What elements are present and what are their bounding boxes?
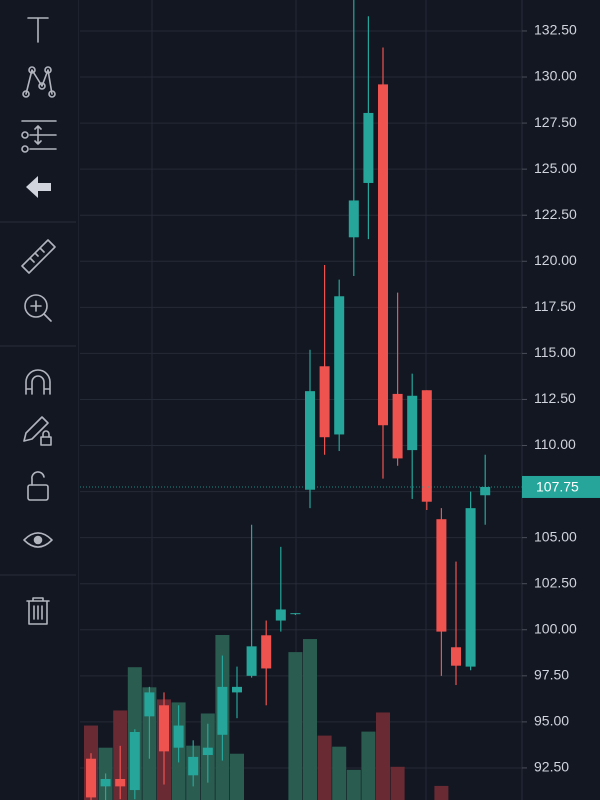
candle-body: [480, 486, 491, 496]
candle-body: [290, 613, 301, 615]
y-tick-label: 122.50: [534, 206, 577, 222]
candle-body: [465, 508, 476, 667]
y-tick-label: 127.50: [534, 114, 577, 130]
pattern-tool[interactable]: [22, 66, 56, 98]
volume-bar: [434, 785, 449, 800]
candle-body: [363, 112, 374, 183]
volume-bar: [332, 746, 347, 800]
visibility-tool[interactable]: [23, 532, 53, 548]
delete-tool[interactable]: [26, 597, 50, 625]
measure-levels-tool[interactable]: [21, 120, 57, 153]
volume-bar: [376, 712, 390, 800]
candle-body: [305, 391, 315, 490]
zoom-tool[interactable]: [24, 294, 52, 322]
volume-bar: [361, 731, 376, 800]
volume-bar: [230, 753, 244, 800]
candle-body: [348, 200, 359, 238]
candle-body: [421, 390, 432, 502]
y-tick-label: 120.00: [534, 252, 577, 268]
candle-body: [188, 756, 199, 776]
candle-body: [144, 692, 155, 717]
candle-body: [159, 705, 169, 752]
ruler-tool[interactable]: [21, 239, 56, 274]
last-price-label: 107.75: [536, 479, 579, 495]
y-tick-label: 115.00: [534, 344, 576, 360]
toolbar-background: [0, 0, 78, 800]
candle-body: [86, 758, 96, 798]
y-tick-label: 130.00: [534, 68, 577, 84]
candle-body: [100, 778, 111, 787]
candle-body: [202, 747, 213, 756]
magnet-tool[interactable]: [25, 369, 51, 395]
plot-area: [80, 0, 522, 800]
candle-body: [392, 393, 403, 459]
candle-body: [232, 686, 242, 693]
candle-body: [319, 366, 330, 438]
y-tick-label: 125.00: [534, 160, 577, 176]
volume-bar: [390, 766, 405, 800]
lock-drawings-tool[interactable]: [23, 416, 52, 446]
y-tick-label: 95.00: [534, 713, 569, 729]
candle-body: [217, 686, 228, 735]
candle-body: [378, 84, 388, 426]
text-tool[interactable]: [27, 17, 49, 43]
candle-body: [173, 725, 184, 748]
volume-bar: [317, 735, 332, 800]
drawing-toolbar: [0, 0, 78, 800]
candle-body: [275, 609, 286, 621]
candle-body: [334, 296, 345, 435]
back-tool[interactable]: [26, 176, 51, 198]
y-tick-label: 132.50: [534, 22, 577, 38]
candle-body: [451, 647, 461, 666]
y-tick-label: 100.00: [534, 620, 577, 636]
candle-body: [436, 519, 447, 632]
volume-bar: [303, 639, 317, 800]
last-price-badge: [522, 475, 600, 498]
volume-bar: [288, 652, 303, 800]
candle-body: [129, 732, 140, 791]
y-tick-label: 92.50: [534, 759, 569, 775]
candles: [86, 0, 491, 800]
candle-body: [115, 778, 126, 787]
y-tick-label: 102.50: [534, 574, 577, 590]
candle-body: [407, 395, 418, 451]
y-tick-label: 112.50: [534, 390, 576, 406]
y-tick-label: 117.50: [534, 298, 576, 314]
candle-body: [261, 635, 272, 669]
lock-tool[interactable]: [27, 471, 49, 501]
y-tick-label: 110.00: [534, 436, 576, 452]
candle-body: [246, 646, 257, 676]
y-tick-label: 105.00: [534, 528, 577, 544]
y-tick-label: 97.50: [534, 667, 569, 683]
volume-bar: [346, 769, 361, 800]
